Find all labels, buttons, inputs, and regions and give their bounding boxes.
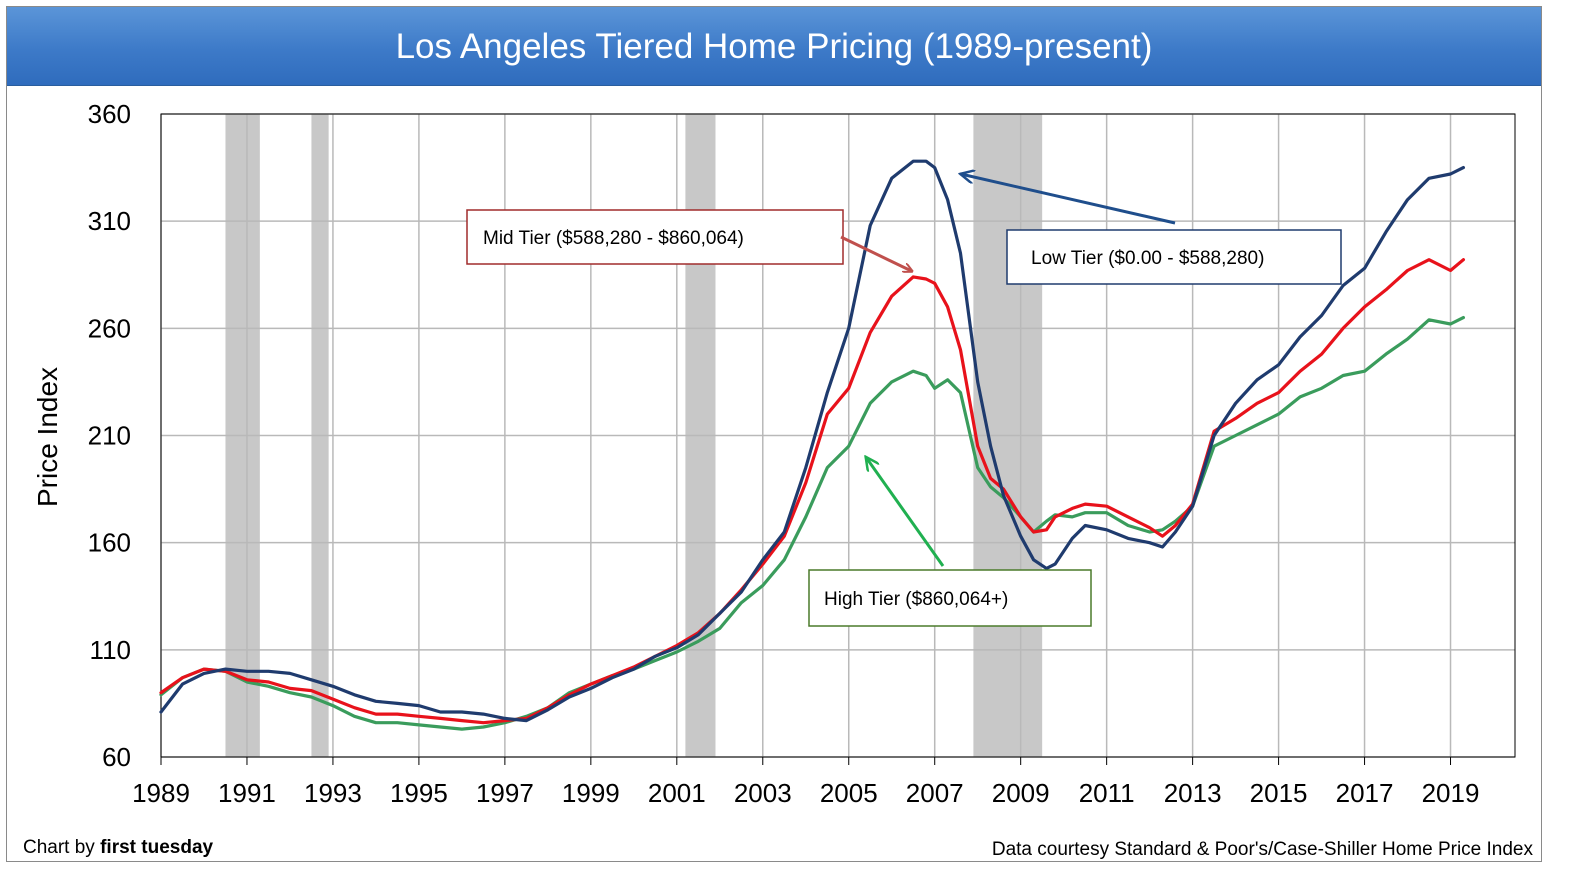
series-lines <box>159 159 1466 731</box>
chart-frame: Los Angeles Tiered Home Pricing (1989-pr… <box>6 6 1542 862</box>
y-tick-label: 210 <box>88 421 131 451</box>
plot-area-border <box>160 113 1516 758</box>
axis-ticks: 60 110 160 210 260 310 360 1989 1991 1993 1995 1997… <box>88 99 1480 808</box>
x-tick-label: 2003 <box>734 778 792 808</box>
annotation-high-box <box>808 569 1092 627</box>
chart-credit: Chart by first tuesday <box>23 837 213 859</box>
y-tick-label: 60 <box>102 742 131 772</box>
x-tick-label: 2009 <box>992 778 1050 808</box>
x-tick-label: 1989 <box>132 778 190 808</box>
y-tick-label: 260 <box>88 313 131 343</box>
annotation-mid-text: Mid Tier ($588,280 - $860,064) <box>483 228 744 249</box>
title-bar: Los Angeles Tiered Home Pricing (1989-pr… <box>7 7 1541 86</box>
x-tick-label: 2011 <box>1079 778 1135 808</box>
x-tick-label: 2017 <box>1336 778 1394 808</box>
chart-svg: 60 110 160 210 260 310 360 1989 1991 1993 1995 1997… <box>32 99 1516 808</box>
x-tick-label: 2005 <box>820 778 878 808</box>
annotation-low-box <box>1006 229 1342 285</box>
x-tick-label: 1993 <box>304 778 362 808</box>
annotation-high-text: High Tier ($860,064+) <box>824 589 1008 610</box>
data-source: Data courtesy Standard & Poor's/Case-Shi… <box>991 839 1533 860</box>
series-line-mid-tier <box>159 258 1466 725</box>
y-tick-label: 110 <box>90 635 131 665</box>
annotation-mid-tier: Mid Tier ($588,280 - $860,064) <box>466 209 911 271</box>
annotation-mid-arrow <box>840 235 911 271</box>
y-tick-label: 160 <box>88 528 131 558</box>
credit-prefix: Chart by <box>23 837 101 858</box>
x-tick-label: 2015 <box>1250 778 1308 808</box>
x-tick-label: 2013 <box>1164 778 1222 808</box>
annotation-mid-box <box>466 209 844 265</box>
series-line-low-tier <box>159 159 1466 723</box>
x-tick-label: 1997 <box>476 778 534 808</box>
x-tick-label: 1999 <box>562 778 620 808</box>
y-tick-label: 360 <box>88 99 131 129</box>
annotation-low-arrow <box>960 174 1176 225</box>
chart-title: Los Angeles Tiered Home Pricing (1989-pr… <box>395 27 1153 66</box>
series-line-high-tier <box>159 316 1466 731</box>
y-tick-label: 310 <box>88 206 131 236</box>
x-tick-label: 2019 <box>1422 778 1480 808</box>
x-tick-label: 1995 <box>390 778 448 808</box>
annotation-low-tier: Low Tier ($0.00 - $588,280) <box>960 174 1342 285</box>
annotation-high-arrow <box>866 457 945 567</box>
credit-brand: first tuesday <box>100 837 214 858</box>
x-tick-label: 2001 <box>648 778 706 808</box>
x-tick-label: 2007 <box>906 778 964 808</box>
annotation-low-text: Low Tier ($0.00 - $588,280) <box>1031 248 1264 269</box>
x-tick-label: 1991 <box>218 778 276 808</box>
y-axis-label: Price Index <box>32 367 63 507</box>
annotation-high-tier: High Tier ($860,064+) <box>808 457 1092 627</box>
